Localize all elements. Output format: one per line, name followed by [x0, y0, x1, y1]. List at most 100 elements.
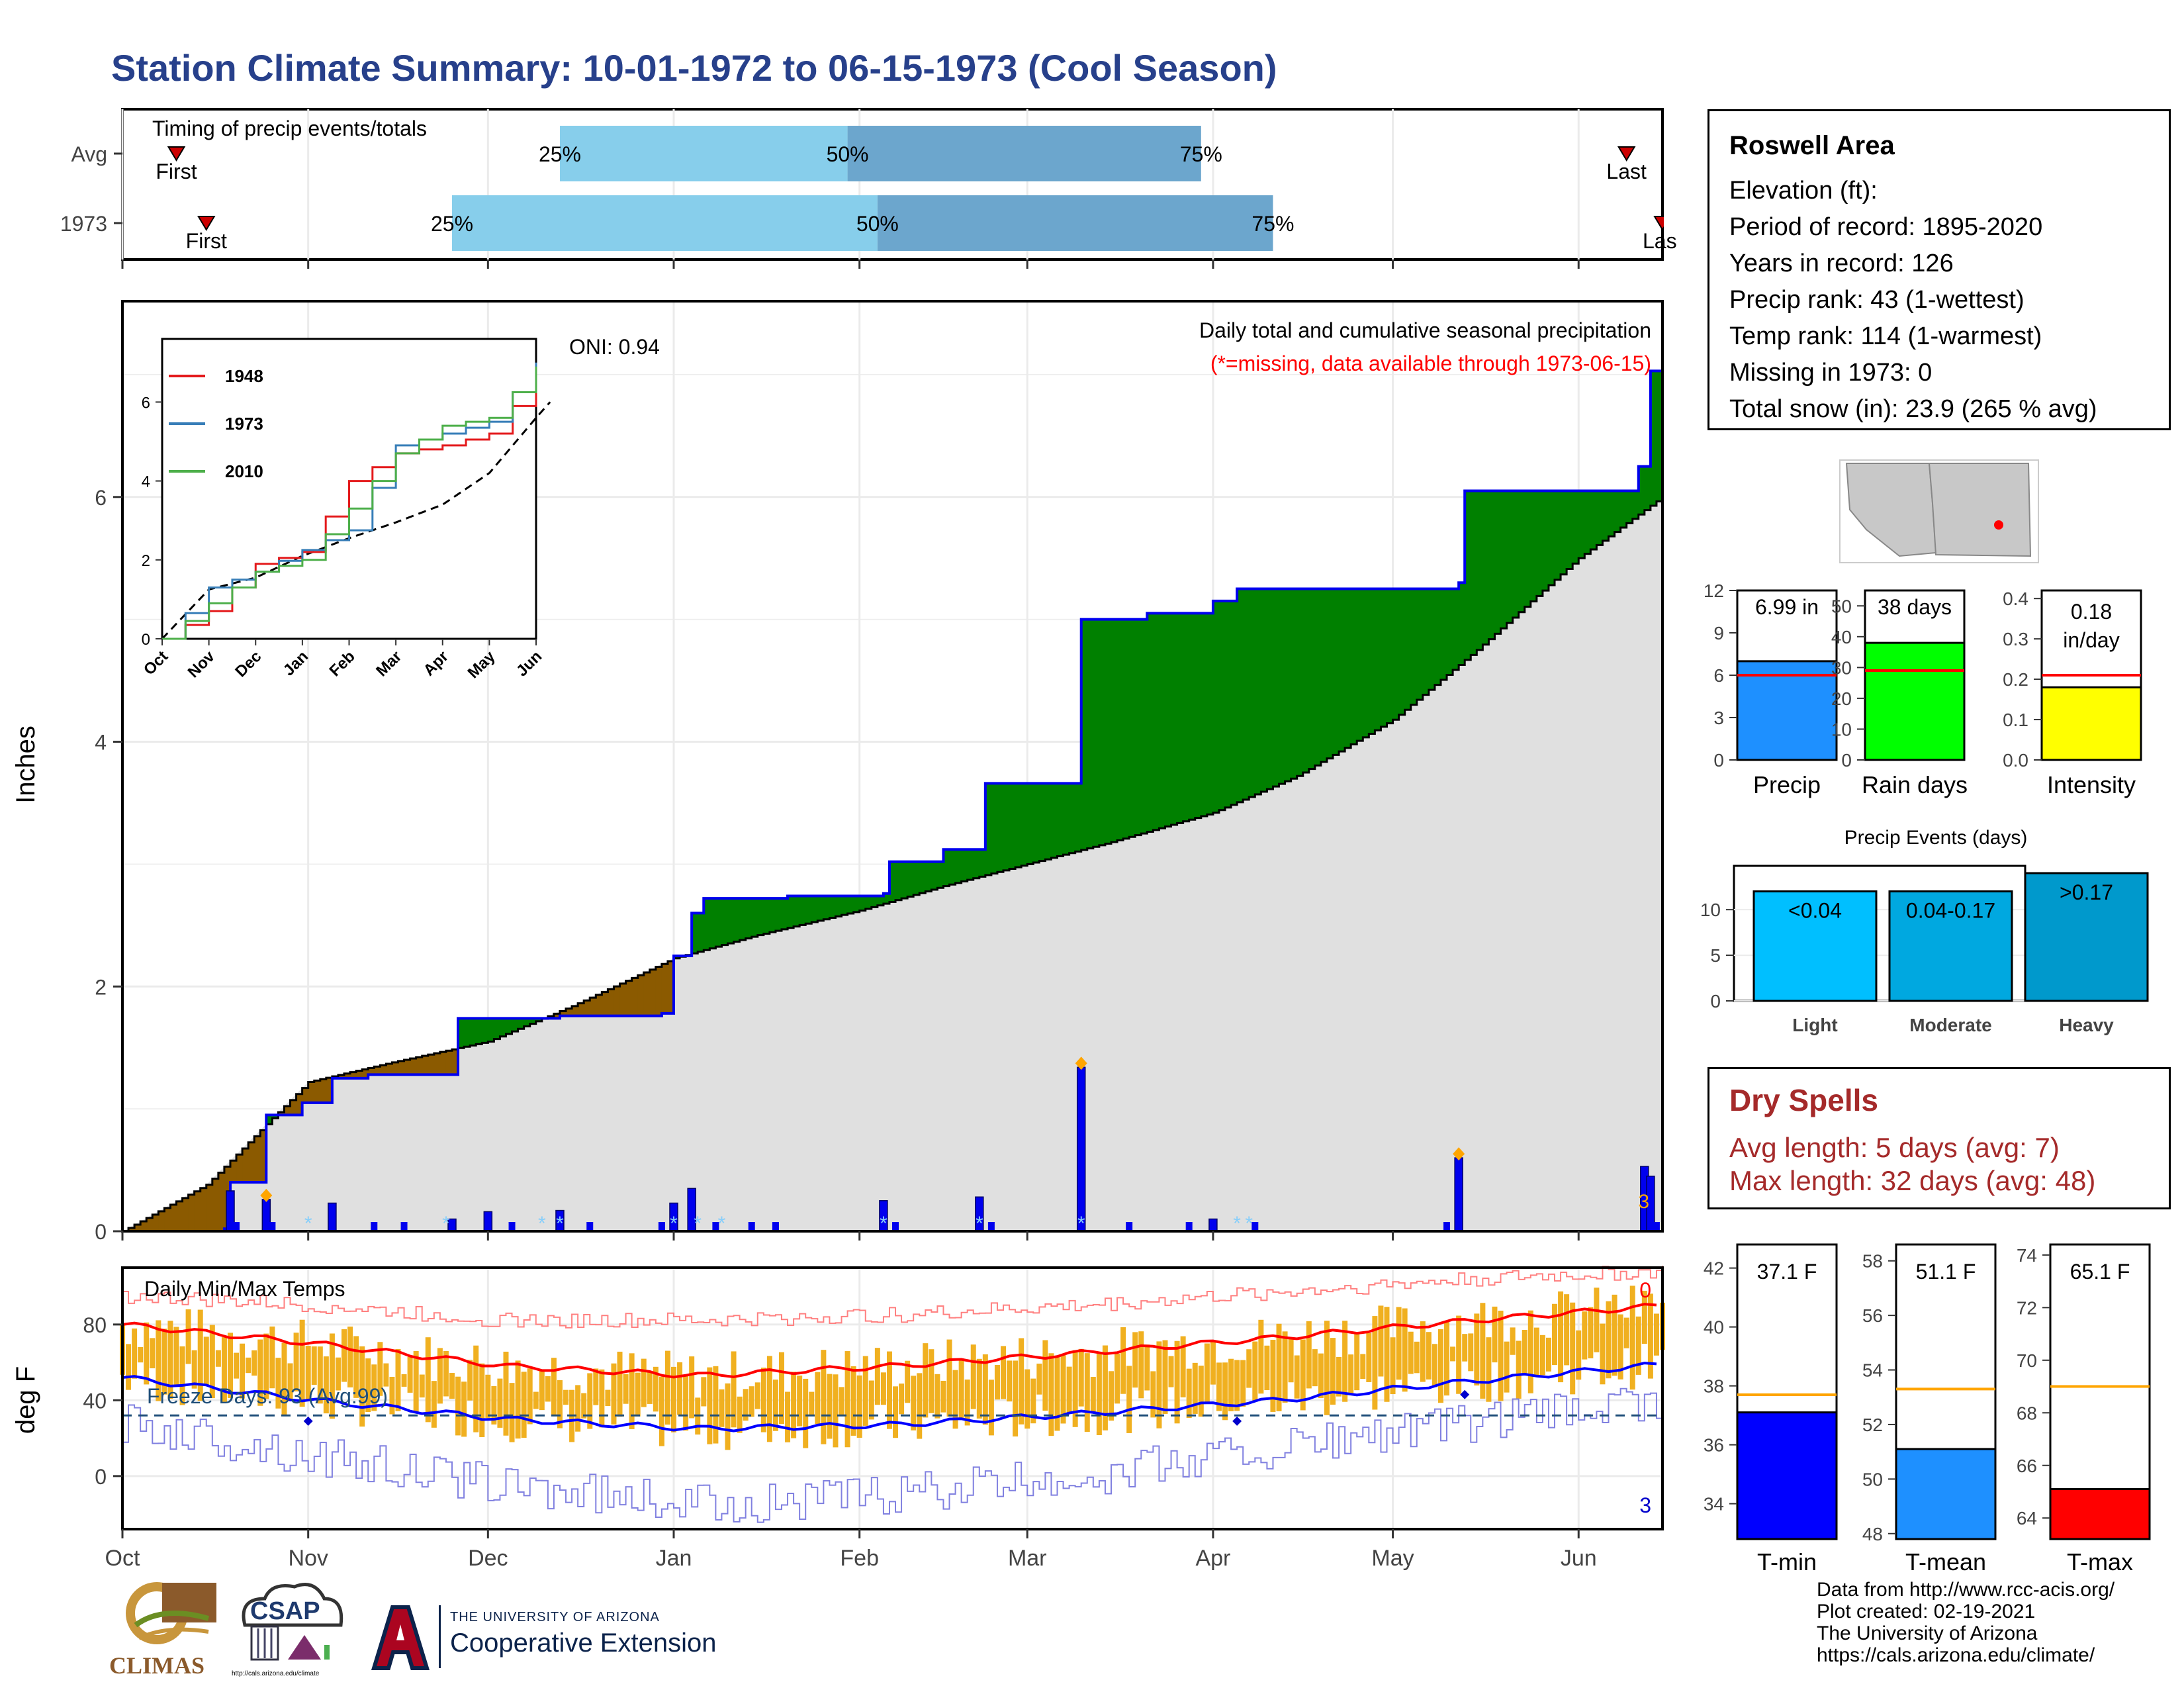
above-avg-fill — [925, 861, 932, 892]
daily-temp-range-bar — [1234, 1360, 1240, 1411]
timing-pct-label: 25% — [431, 212, 473, 236]
daily-temp-range-bar — [1036, 1363, 1042, 1395]
above-avg-fill — [883, 893, 890, 904]
station-info-box: Roswell Area Elevation (ft): Period of r… — [1707, 109, 2171, 430]
daily-temp-range-bar — [1617, 1314, 1623, 1380]
snow-asterisk-icon: * — [1077, 1213, 1085, 1235]
daily-temp-range-bar — [1126, 1366, 1132, 1433]
daily-temp-range-bar — [1288, 1338, 1294, 1383]
below-avg-fill — [619, 983, 627, 1016]
above-avg-fill — [1620, 491, 1627, 528]
csap-logo-url: http://cals.arizona.edu/climate — [232, 1670, 320, 1677]
daily-temp-range-bar — [659, 1376, 664, 1446]
above-avg-fill — [751, 898, 758, 937]
above-avg-fill — [769, 898, 776, 933]
above-avg-fill — [1650, 371, 1657, 506]
above-avg-fill — [1153, 613, 1160, 830]
daily-temp-range-bar — [1360, 1354, 1366, 1380]
below-avg-fill — [314, 1080, 321, 1103]
month-tick-label: Nov — [288, 1546, 328, 1571]
above-avg-fill — [781, 898, 788, 929]
daily-temp-range-bar — [1132, 1332, 1138, 1388]
last-label: Last — [1606, 160, 1647, 183]
page-title: Station Climate Summary: 10-01-1972 to 0… — [111, 47, 1277, 89]
daily-temp-range-bar — [221, 1337, 227, 1402]
station-line: Period of record: 1895-2020 — [1729, 213, 2043, 241]
daily-temp-range-bar — [893, 1386, 899, 1438]
daily-temp-range-bar — [1120, 1327, 1126, 1394]
daily-temp-range-bar — [1246, 1349, 1252, 1388]
above-avg-fill — [823, 896, 831, 919]
daily-temp-range-bar — [251, 1350, 257, 1376]
daily-precip-bar — [658, 1222, 665, 1231]
above-avg-fill — [835, 896, 842, 917]
summary-bar-name: Rain days — [1862, 771, 1968, 798]
above-avg-fill — [1500, 491, 1508, 629]
daily-precip-bar — [508, 1222, 516, 1231]
daily-temp-range-bar — [341, 1329, 347, 1382]
below-avg-fill — [146, 1217, 153, 1231]
daily-temp-range-bar — [1635, 1316, 1641, 1375]
daily-temp-range-bar — [407, 1356, 413, 1393]
below-avg-fill — [649, 969, 657, 1016]
daily-temp-range-bar — [275, 1358, 281, 1409]
above-avg-fill — [901, 861, 908, 899]
above-avg-fill — [1063, 783, 1070, 855]
daily-temp-range-bar — [1138, 1331, 1144, 1399]
events-chart: <0.04 Light 0.04-0.17 Moderate >0.17 Heavy 0 5 1… — [1700, 827, 2149, 1035]
above-avg-fill — [1477, 491, 1483, 650]
above-avg-fill — [1027, 783, 1034, 865]
above-avg-fill — [907, 861, 914, 897]
above-avg-fill — [1572, 491, 1579, 564]
daily-temp-range-bar — [317, 1346, 323, 1404]
above-avg-fill — [1632, 491, 1639, 519]
below-avg-fill — [637, 975, 645, 1016]
above-avg-fill — [949, 849, 956, 885]
daily-temp-range-bar — [449, 1373, 455, 1399]
station-line: Total snow (in): 23.9 (265 % avg) — [1729, 395, 2097, 423]
daily-temp-range-bar — [952, 1370, 958, 1429]
daily-precip-bar — [328, 1202, 337, 1232]
daily-temp-range-bar — [1378, 1305, 1384, 1377]
below-avg-fill — [608, 989, 615, 1016]
daily-temp-range-bar — [731, 1351, 737, 1428]
above-avg-fill — [805, 896, 812, 924]
below-avg-fill — [236, 1154, 243, 1183]
daily-temp-range-bar — [1582, 1311, 1588, 1360]
daily-temp-range-bar — [263, 1333, 269, 1399]
daily-temp-range-bar — [760, 1368, 766, 1432]
location-map — [1839, 459, 2039, 563]
snow-asterisk-icon: * — [718, 1213, 726, 1235]
above-avg-fill — [721, 898, 729, 945]
daily-temp-range-bar — [359, 1346, 365, 1427]
events-title: Precip Events (days) — [1844, 827, 2028, 849]
daily-temp-range-bar — [575, 1385, 581, 1432]
daily-temp-range-bar — [1240, 1360, 1246, 1407]
timing-bar-high — [877, 195, 1273, 251]
above-avg-fill — [1033, 783, 1040, 863]
daily-temp-range-bar — [1402, 1308, 1408, 1392]
temp-summary-y-tick-label: 38 — [1704, 1376, 1724, 1397]
daily-temp-range-bar — [1078, 1348, 1084, 1407]
dry-spells-max: Max length: 32 days (avg: 48) — [1729, 1165, 2096, 1196]
below-avg-fill — [439, 1052, 447, 1075]
above-avg-fill — [1302, 588, 1310, 773]
daily-temp-range-bar — [1084, 1353, 1090, 1432]
daily-temp-range-bar — [1426, 1332, 1432, 1380]
above-avg-fill — [1009, 783, 1016, 869]
daily-temp-range-bar — [917, 1373, 923, 1439]
dry-spells-avg: Avg length: 5 days (avg: 7) — [1729, 1132, 2060, 1163]
above-avg-fill — [1308, 588, 1316, 769]
daily-temp-range-bar — [976, 1358, 982, 1419]
daily-precip-bar — [1208, 1218, 1218, 1232]
temp-summary-y-tick-label: 36 — [1704, 1435, 1724, 1456]
station-line: Temp rank: 114 (1-warmest) — [1729, 322, 2042, 350]
timing-pct-label: 50% — [856, 212, 899, 236]
daily-temp-range-bar — [1174, 1340, 1180, 1424]
inset-legend-label: 1948 — [225, 366, 263, 386]
daily-temp-range-bar — [1456, 1315, 1462, 1394]
above-avg-fill — [1375, 588, 1382, 731]
first-label: First — [186, 229, 227, 253]
